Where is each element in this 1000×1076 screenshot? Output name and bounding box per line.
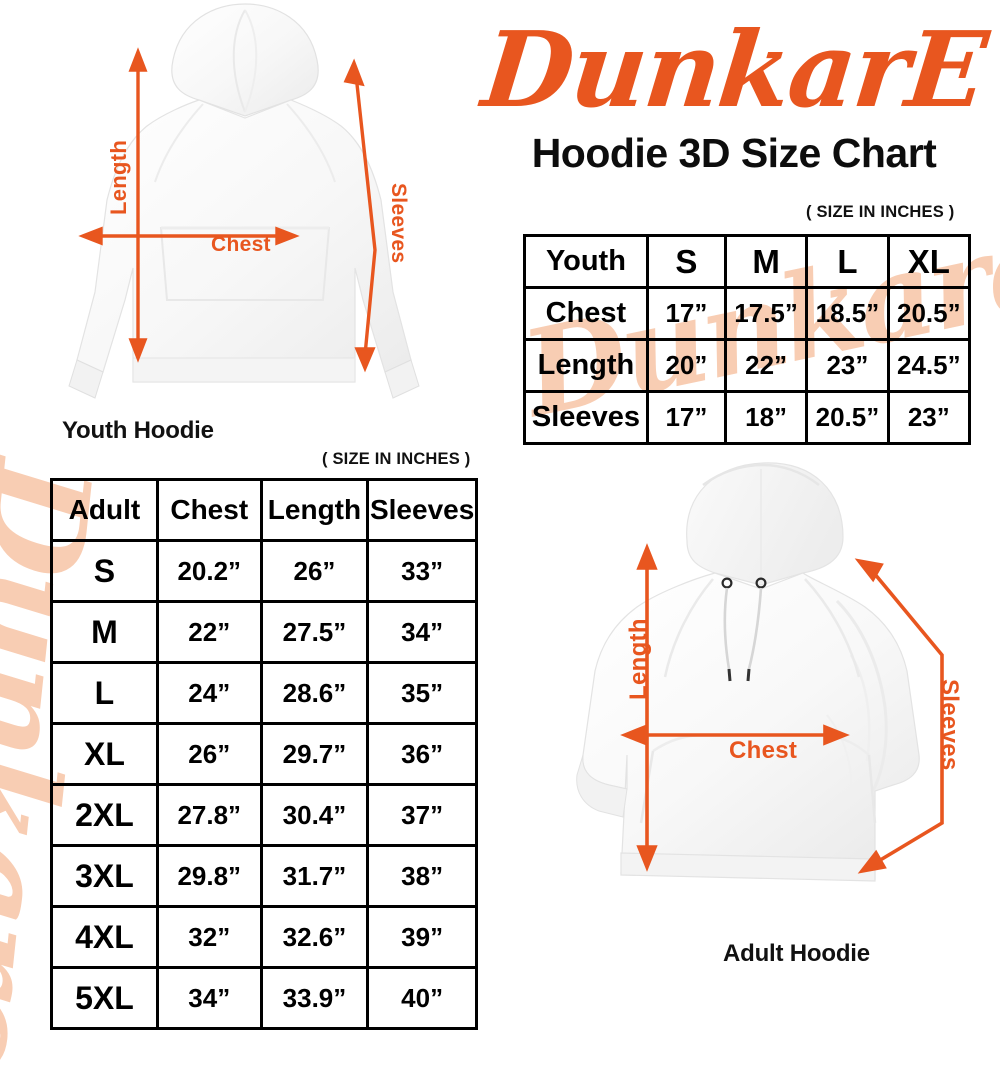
- adult-chest-l: 24”: [155, 661, 263, 725]
- adult-sleeves-3xl: 38”: [366, 844, 478, 908]
- table-row: 3XL 29.8” 31.7” 38”: [50, 844, 478, 908]
- adult-col-chest: Chest: [155, 478, 263, 542]
- youth-chest-l: 18.5”: [805, 286, 890, 341]
- youth-col-s: S: [645, 234, 727, 289]
- adult-chest-3xl: 29.8”: [155, 844, 263, 908]
- adult-length-label: Length: [625, 618, 652, 700]
- adult-sleeves-label: Sleeves: [936, 679, 963, 771]
- adult-length-3xl: 31.7”: [259, 844, 370, 908]
- youth-length-m: 22”: [723, 338, 809, 393]
- youth-chest-xl: 20.5”: [886, 286, 972, 341]
- adult-length-l: 28.6”: [259, 661, 370, 725]
- adult-sleeves-4xl: 39”: [366, 905, 478, 969]
- table-row: M 22” 27.5” 34”: [50, 600, 478, 664]
- adult-chest-label: Chest: [729, 737, 798, 764]
- adult-sleeves-5xl: 40”: [366, 966, 478, 1030]
- youth-row-length-label: Length: [523, 338, 649, 393]
- adult-length-2xl: 30.4”: [259, 783, 370, 847]
- table-row: 5XL 34” 33.9” 40”: [50, 966, 478, 1030]
- youth-col-m: M: [723, 234, 809, 289]
- adult-chest-s: 20.2”: [155, 539, 263, 603]
- adult-size-m: M: [50, 600, 159, 664]
- brand-logo: DunkarE: [477, 8, 991, 131]
- youth-col-xl: XL: [886, 234, 972, 289]
- youth-hoodie-caption: Youth Hoodie: [62, 417, 214, 444]
- youth-sleeves-label: Sleeves: [387, 183, 410, 264]
- adult-sleeves-2xl: 37”: [366, 783, 478, 847]
- youth-corner-label: Youth: [523, 234, 649, 289]
- youth-col-l: L: [805, 234, 890, 289]
- youth-length-l: 23”: [805, 338, 890, 393]
- table-row: L 24” 28.6” 35”: [50, 661, 478, 725]
- youth-sleeves-s: 17”: [645, 390, 727, 445]
- adult-length-m: 27.5”: [259, 600, 370, 664]
- adult-hoodie-caption: Adult Hoodie: [723, 940, 870, 967]
- table-row: S 20.2” 26” 33”: [50, 539, 478, 603]
- adult-size-xl: XL: [50, 722, 159, 786]
- adult-size-l: L: [50, 661, 159, 725]
- adult-size-s: S: [50, 539, 159, 603]
- adult-length-4xl: 32.6”: [259, 905, 370, 969]
- table-row: Sleeves 17” 18” 20.5” 23”: [523, 390, 972, 445]
- youth-hoodie-illustration: [55, 0, 435, 410]
- adult-length-5xl: 33.9”: [259, 966, 370, 1030]
- adult-col-length: Length: [259, 478, 370, 542]
- table-row: Length 20” 22” 23” 24.5”: [523, 338, 972, 393]
- table-row: Chest 17” 17.5” 18.5” 20.5”: [523, 286, 972, 341]
- adult-chest-4xl: 32”: [155, 905, 263, 969]
- table-row-header: Adult Chest Length Sleeves: [50, 478, 478, 542]
- youth-sleeves-m: 18”: [723, 390, 809, 445]
- youth-chest-label: Chest: [211, 233, 271, 256]
- adult-size-table: Adult Chest Length Sleeves S 20.2” 26” 3…: [50, 478, 478, 1030]
- adult-col-adult: Adult: [50, 478, 159, 542]
- youth-length-s: 20”: [645, 338, 727, 393]
- table-row: 4XL 32” 32.6” 39”: [50, 905, 478, 969]
- adult-sleeves-m: 34”: [366, 600, 478, 664]
- youth-length-label: Length: [106, 139, 131, 215]
- adult-chest-m: 22”: [155, 600, 263, 664]
- adult-sleeves-s: 33”: [366, 539, 478, 603]
- adult-col-sleeves: Sleeves: [366, 478, 478, 542]
- adult-size-5xl: 5XL: [50, 966, 159, 1030]
- page-title: Hoodie 3D Size Chart: [531, 130, 937, 176]
- youth-sleeves-xl: 23”: [886, 390, 972, 445]
- adult-sleeves-xl: 36”: [366, 722, 478, 786]
- youth-size-table: Youth S M L XL Chest 17” 17.5” 18.5” 20.…: [523, 234, 972, 445]
- youth-units-note: ( SIZE IN INCHES ): [806, 203, 955, 221]
- adult-chest-5xl: 34”: [155, 966, 263, 1030]
- youth-chest-m: 17.5”: [723, 286, 809, 341]
- table-row: 2XL 27.8” 30.4” 37”: [50, 783, 478, 847]
- adult-chest-xl: 26”: [155, 722, 263, 786]
- youth-chest-s: 17”: [645, 286, 727, 341]
- adult-hoodie-illustration: [575, 455, 985, 930]
- youth-row-sleeves-label: Sleeves: [523, 390, 649, 445]
- table-row-header: Youth S M L XL: [523, 234, 972, 289]
- adult-sleeves-l: 35”: [366, 661, 478, 725]
- adult-length-xl: 29.7”: [259, 722, 370, 786]
- adult-chest-2xl: 27.8”: [155, 783, 263, 847]
- adult-size-2xl: 2XL: [50, 783, 159, 847]
- adult-units-note: ( SIZE IN INCHES ): [322, 450, 471, 468]
- adult-length-s: 26”: [259, 539, 370, 603]
- adult-size-3xl: 3XL: [50, 844, 159, 908]
- table-row: XL 26” 29.7” 36”: [50, 722, 478, 786]
- youth-sleeves-l: 20.5”: [805, 390, 890, 445]
- youth-row-chest-label: Chest: [523, 286, 649, 341]
- youth-length-xl: 24.5”: [886, 338, 972, 393]
- adult-size-4xl: 4XL: [50, 905, 159, 969]
